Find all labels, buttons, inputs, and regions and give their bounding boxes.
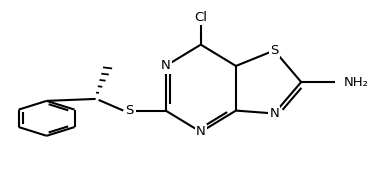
Text: N: N <box>196 125 206 139</box>
Text: N: N <box>269 107 279 120</box>
Text: Cl: Cl <box>194 11 207 24</box>
Text: S: S <box>270 44 279 57</box>
Text: S: S <box>126 104 134 117</box>
Text: NH₂: NH₂ <box>344 75 369 89</box>
Text: N: N <box>161 59 170 73</box>
